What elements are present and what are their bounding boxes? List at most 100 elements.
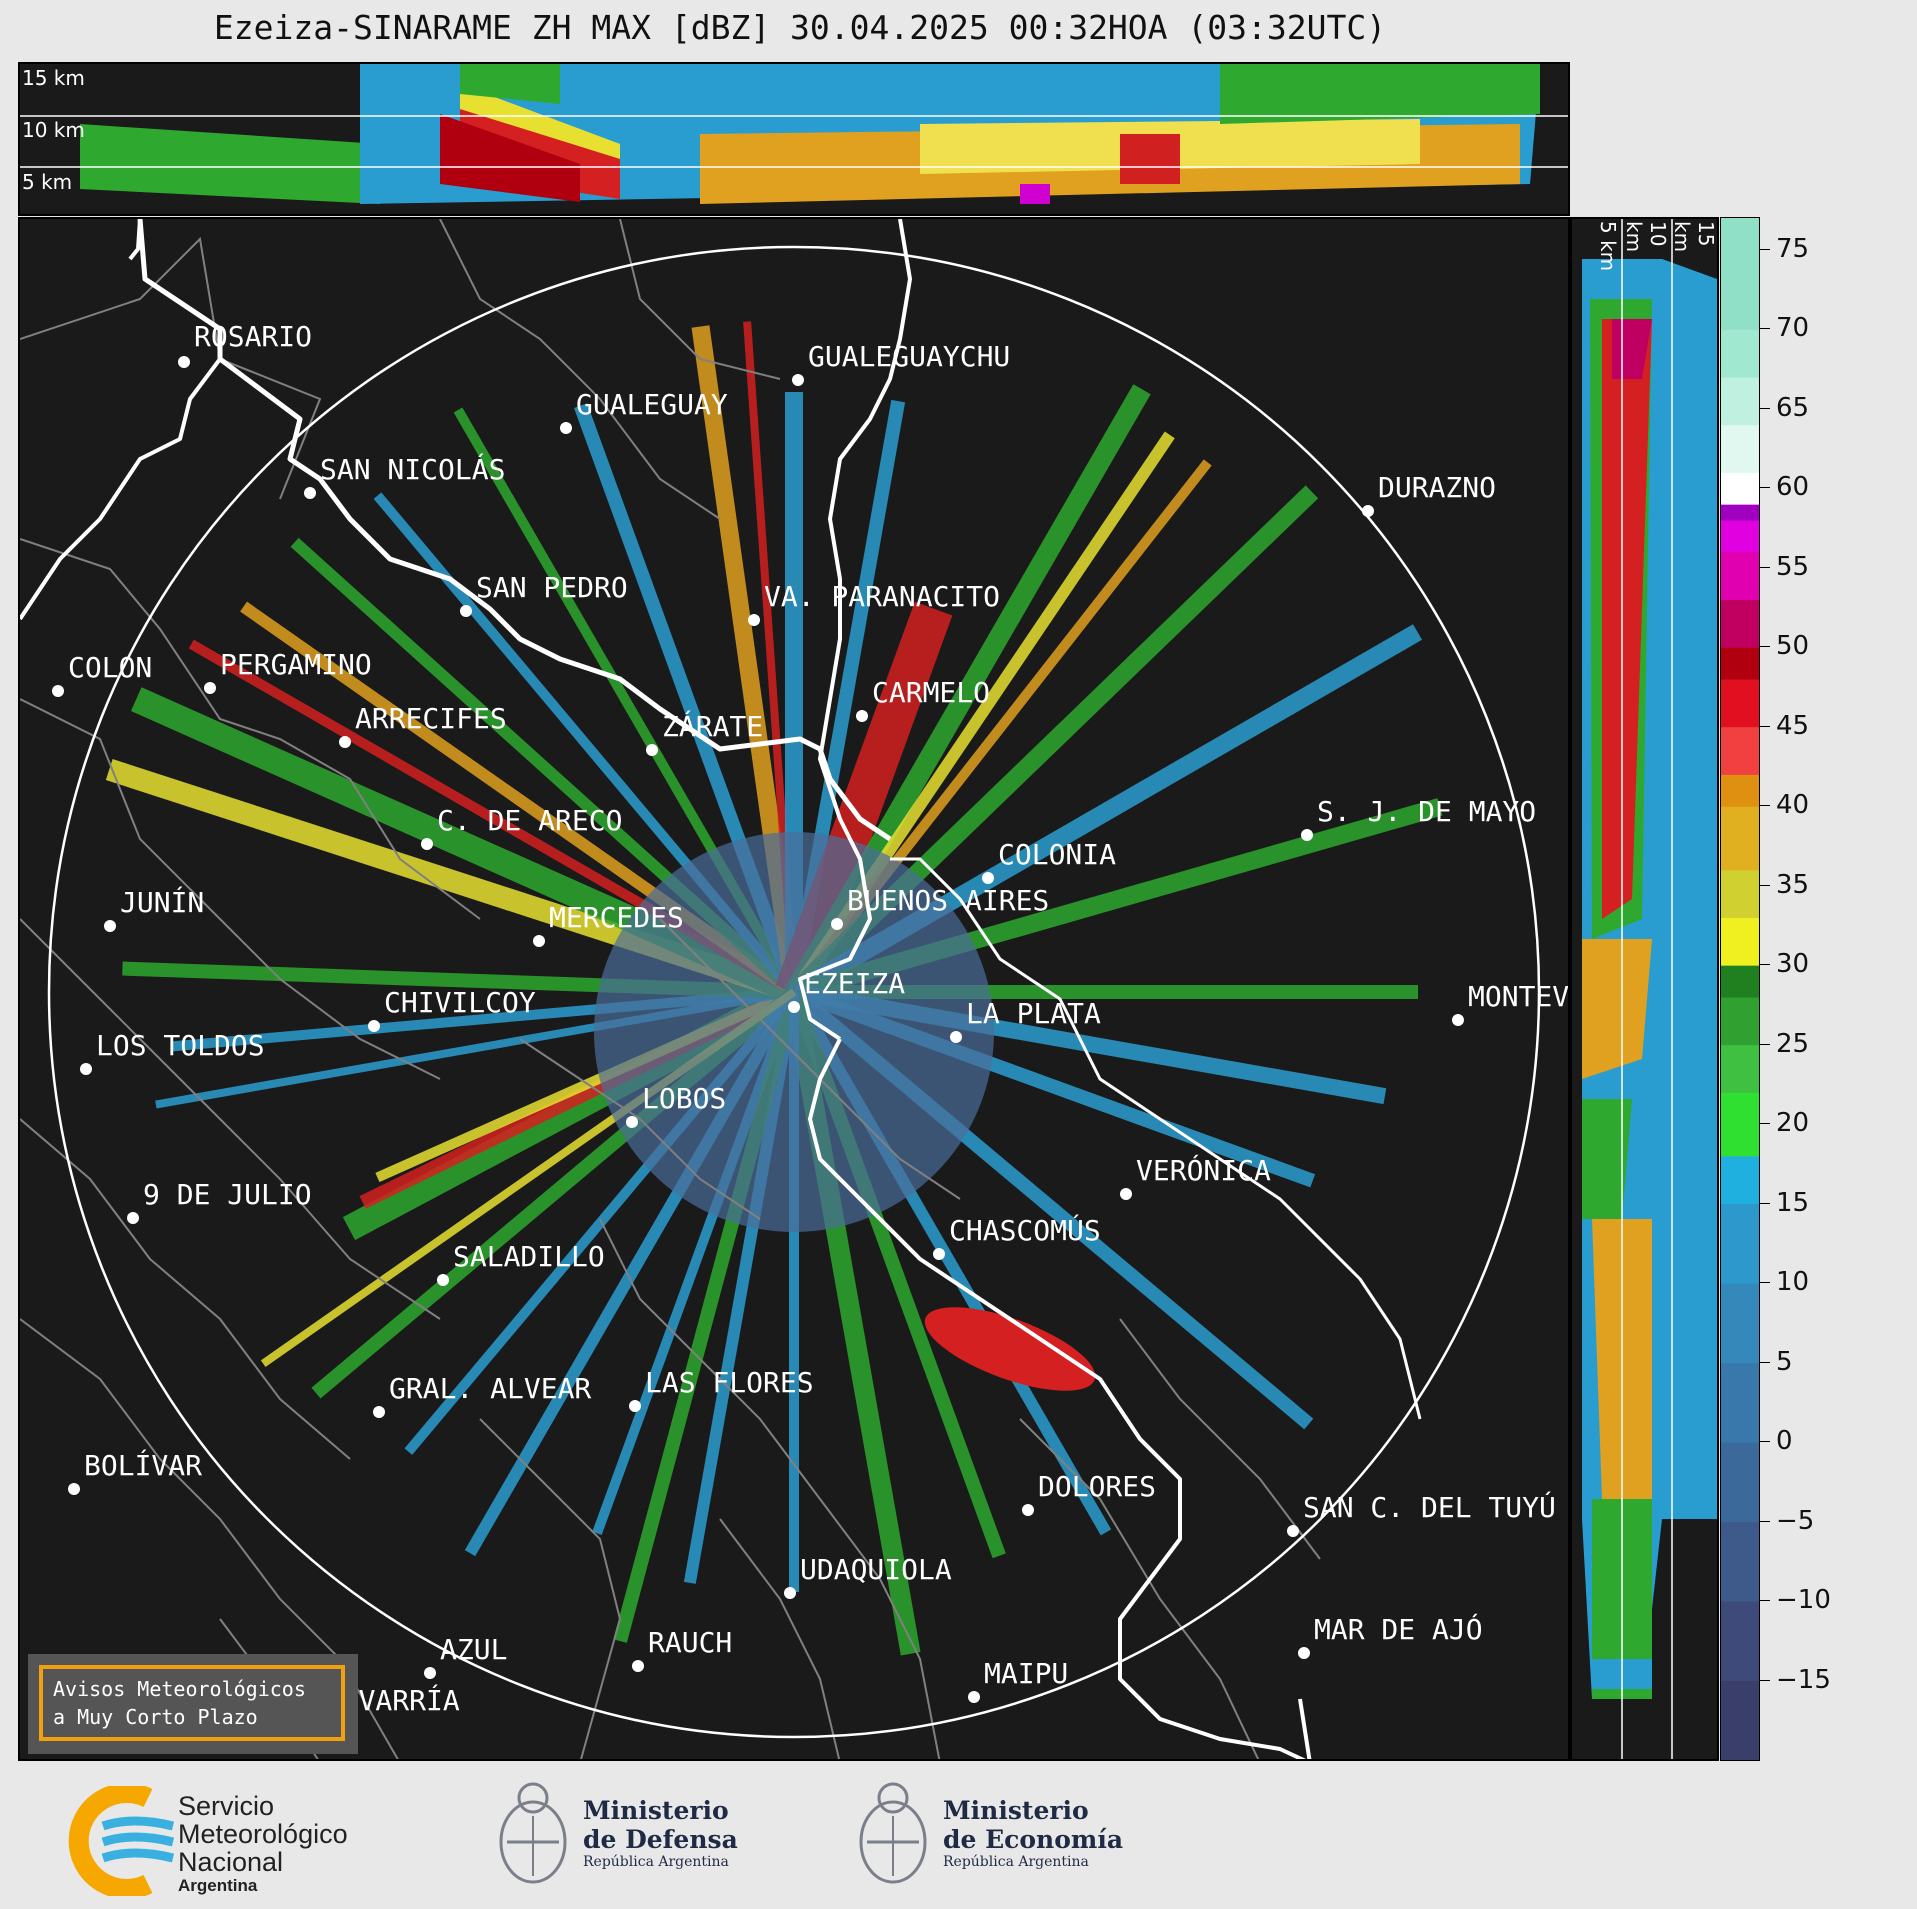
alt-label-5km: 5 km: [22, 170, 73, 194]
side-echo-band: [1582, 259, 1717, 1699]
colorbar-segment: [1721, 869, 1759, 918]
colorbar-tick: [1760, 566, 1770, 568]
city-dot: [950, 1031, 962, 1043]
colorbar-segment: [1721, 1283, 1759, 1364]
city-dot: [933, 1248, 945, 1260]
city-dot: [632, 1660, 644, 1672]
defensa-line2: de Defensa: [583, 1825, 738, 1854]
side-alt-label-10km: 10 km: [1622, 221, 1670, 253]
city-dot: [646, 744, 658, 756]
city-label: BOLÍVAR: [84, 1448, 202, 1482]
city-dot: [339, 736, 351, 748]
colorbar-segment: [1721, 647, 1759, 680]
city-dot: [68, 1483, 80, 1495]
city-markers: ROSARIO GUALEGUAYCHU GUALEGUAY SAN NICOLÁS D…: [52, 320, 1568, 1720]
colorbar-segment: [1721, 1601, 1759, 1682]
city-label: RAUCH: [648, 1626, 732, 1659]
city-dot: [1120, 1188, 1132, 1200]
alt-label-15km: 15 km: [22, 66, 85, 90]
city-label: CHASCOMÚS: [949, 1213, 1101, 1247]
colorbar-tick: [1760, 487, 1770, 489]
colorbar-tick-label: 20: [1776, 1108, 1810, 1139]
city-label: VA. PARANACITO: [764, 580, 1000, 613]
radar-echoes: [105, 321, 1443, 1656]
economia-line1: Ministerio: [943, 1796, 1089, 1825]
radar-map[interactable]: ROSARIO GUALEGUAYCHU GUALEGUAY SAN NICOLÁS D…: [18, 217, 1570, 1761]
city-label: JUNÍN: [120, 885, 204, 919]
colorbar-tick-label: 10: [1776, 1267, 1810, 1298]
economia-line3: República Argentina: [943, 1854, 1089, 1870]
city-dot: [424, 1667, 436, 1679]
radar-range-ring: [47, 245, 1541, 1739]
colorbar-tick-label: 75: [1776, 233, 1810, 264]
city-label: AZUL: [440, 1633, 507, 1666]
city-dot: [373, 1406, 385, 1418]
economia-logo: Ministerio de Economía República Argenti…: [855, 1776, 1155, 1896]
city-label: BUENOS AIRES: [847, 884, 1049, 917]
storm-cell: [924, 1307, 1096, 1391]
side-alt-label-5km: 5 km: [1596, 221, 1620, 272]
colorbar-tick: [1760, 725, 1770, 727]
smn-line2: Meteorológico: [178, 1819, 348, 1849]
colorbar-tick: [1760, 805, 1770, 807]
colorbar-tick-label: 15: [1776, 1187, 1810, 1218]
city-label: GUALEGUAY: [576, 388, 728, 421]
colorbar-segment: [1721, 965, 1759, 998]
city-dot: [304, 487, 316, 499]
colorbar-segment: [1721, 218, 1759, 330]
defensa-line1: Ministerio: [583, 1796, 729, 1825]
city-dot: [1022, 1504, 1034, 1516]
city-label: SAN C. DEL TUYÚ: [1303, 1490, 1556, 1524]
colorbar-tick: [1760, 1043, 1770, 1045]
city-dot: [748, 614, 760, 626]
colorbar-segment: [1721, 1155, 1759, 1205]
city-label: MAIPU: [984, 1657, 1068, 1690]
city-label: LOS TOLDOS: [96, 1029, 265, 1062]
colorbar-tick-label: 0: [1776, 1426, 1793, 1457]
city-dot: [831, 918, 843, 930]
city-dot: [104, 920, 116, 932]
colorbar-tick: [1760, 646, 1770, 648]
colorbar-segment: [1721, 1680, 1759, 1760]
city-dot: [437, 1274, 449, 1286]
city-dot: [1301, 829, 1313, 841]
colorbar-segment: [1721, 1442, 1759, 1523]
city-label: SAN PEDRO: [476, 571, 628, 604]
city-dot: [629, 1400, 641, 1412]
economia-line2: de Economía: [943, 1825, 1124, 1854]
colorbar-tick-label: 25: [1776, 1028, 1810, 1059]
colorbar-tick-label: 45: [1776, 710, 1810, 741]
city-label: S. J. DE MAYO: [1317, 795, 1536, 828]
city-label: EZEIZA: [804, 967, 905, 1000]
smn-line4: Argentina: [178, 1876, 258, 1895]
smn-logo: Servicio Meteorológico Nacional Argentin…: [58, 1786, 398, 1896]
colorbar-segment: [1721, 424, 1759, 473]
city-label: LOBOS: [642, 1082, 726, 1115]
city-dot: [421, 838, 433, 850]
city-dot: [784, 1587, 796, 1599]
colorbar-segment: [1721, 551, 1759, 601]
colorbar-segment: [1721, 1092, 1759, 1157]
city-dot: [204, 682, 216, 694]
colorbar-segment: [1721, 376, 1759, 426]
colorbar-tick-labels: 75 70 65 60 55 50 45 40 35 30 25 20 15 10 5 0 −5 −10 −15: [1760, 217, 1910, 1761]
city-dot: [368, 1020, 380, 1032]
city-label: COLON: [68, 651, 152, 684]
city-label: 9 DE JULIO: [143, 1178, 312, 1211]
city-label: MERCEDES: [549, 901, 684, 934]
colorbar-tick-label: 60: [1776, 472, 1810, 503]
colorbar-segment: [1721, 1203, 1759, 1284]
city-dot: [626, 1116, 638, 1128]
colorbar-tick-label: 40: [1776, 790, 1810, 821]
avisos-button[interactable]: Avisos Meteorológicos a Muy Corto Plazo: [28, 1654, 358, 1754]
city-dot: [982, 872, 994, 884]
page-title: Ezeiza-SINARAME ZH MAX [dBZ] 30.04.2025 …: [213, 8, 1387, 47]
city-label: DOLORES: [1038, 1470, 1156, 1503]
colorbar-tick: [1760, 1600, 1770, 1602]
city-label: MAR DE AJÓ: [1314, 1612, 1483, 1646]
smn-line3: Nacional: [178, 1847, 284, 1877]
colorbar-segment: [1721, 917, 1759, 966]
colorbar-tick: [1760, 1520, 1770, 1522]
side-alt-label-15km: 15 km: [1670, 221, 1718, 253]
colorbar-tick: [1760, 1282, 1770, 1284]
